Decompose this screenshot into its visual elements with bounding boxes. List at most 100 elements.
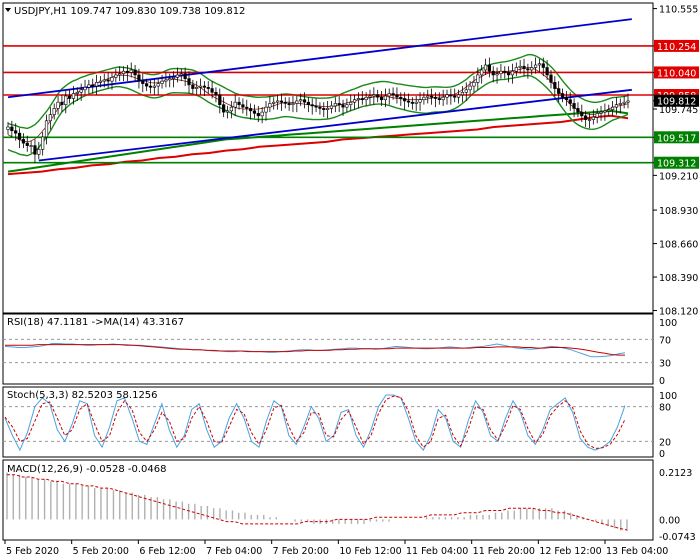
candle-body — [17, 132, 22, 140]
macd-y-tick-label: 0.00 — [659, 515, 680, 526]
candle-body — [572, 103, 576, 109]
candle-body — [399, 96, 403, 99]
candle-body — [279, 100, 284, 103]
candle-body — [603, 110, 607, 113]
candle-body — [295, 100, 299, 104]
candle-body — [33, 145, 37, 155]
x-axis-tick-label: 7 Feb 20:00 — [273, 546, 329, 557]
support-price-badge-label: 109.517 — [657, 133, 696, 144]
candle-body — [383, 95, 387, 101]
candle-body — [287, 103, 291, 105]
price-y-tick-label: 109.210 — [659, 171, 698, 182]
candle-body — [433, 96, 438, 99]
rsi-y-tick-label: 30 — [659, 359, 671, 370]
price-y-tick-label: 110.555 — [659, 5, 698, 16]
price-pane-frame — [2, 2, 654, 314]
candle-body — [191, 84, 195, 89]
candle-body — [360, 98, 364, 101]
candle-body — [214, 91, 218, 96]
macd-y-tick-label: -0.0743 — [659, 532, 696, 543]
candle-body — [580, 111, 584, 117]
candle-body — [198, 85, 203, 88]
x-axis-tick-label: 5 Feb 20:00 — [73, 546, 129, 557]
rsi-y-tick-label: 100 — [659, 318, 677, 329]
candle-body — [245, 106, 249, 109]
candle-body — [52, 108, 56, 115]
candle-body — [426, 95, 430, 98]
candle-body — [587, 119, 592, 121]
candle-body — [133, 69, 137, 76]
rsi-y-tick-label: 0 — [659, 376, 665, 387]
candle-body — [283, 101, 287, 104]
macd-y-tick-label: 0.2123 — [659, 468, 692, 479]
candle-body — [476, 74, 480, 83]
candle-body — [379, 96, 384, 101]
candle-body — [164, 79, 168, 82]
candle-body — [179, 73, 183, 76]
candle-body — [599, 111, 603, 114]
x-axis-tick-label: 13 Feb 04:00 — [606, 546, 668, 557]
stoch-series-line — [4, 394, 626, 452]
candle-body — [260, 111, 264, 117]
blue-trend-line — [38, 88, 632, 162]
candle-body — [272, 101, 276, 104]
macd-pane-frame — [2, 459, 654, 541]
candle-body — [584, 115, 588, 120]
candle-body — [553, 82, 557, 89]
candle-body — [21, 139, 26, 144]
candle-body — [460, 91, 465, 96]
candle-body — [518, 65, 522, 68]
candle-body — [349, 101, 353, 105]
resistance-price-badge — [654, 39, 699, 52]
bollinger-upper-band — [7, 54, 629, 130]
stoch-y-tick-label: 80 — [659, 403, 671, 414]
candle-body — [98, 80, 103, 83]
candle-body — [183, 73, 187, 79]
candle-body — [445, 94, 449, 98]
candle-body — [507, 72, 511, 76]
candle-body — [91, 84, 95, 87]
candle-body — [64, 95, 68, 105]
candle-body — [195, 87, 199, 89]
candle-body — [310, 104, 314, 107]
stoch-y-tick-label: 0 — [659, 449, 665, 460]
macd-title: MACD(12,26,9) -0.0528 -0.0468 — [7, 464, 167, 475]
candle-body — [252, 110, 257, 114]
candle-body — [576, 108, 580, 113]
stoch-title: Stoch(5,3,3) 82.5203 58.1256 — [7, 390, 158, 401]
candle-body — [333, 103, 337, 107]
candle-body — [322, 108, 326, 110]
candle-body — [437, 98, 441, 101]
candle-body — [618, 103, 622, 105]
candle-body — [6, 126, 10, 130]
candle-body — [187, 78, 191, 86]
rsi-title: RSI(18) 47.1181 ->MA(14) 43.3167 — [7, 317, 184, 328]
candle-body — [614, 104, 619, 108]
candle-body — [175, 74, 180, 78]
candle-body — [302, 99, 307, 103]
candle-body — [114, 74, 118, 78]
candle-body — [449, 94, 453, 97]
candle-body — [441, 96, 445, 101]
red-moving-average-line — [7, 114, 629, 176]
candle-body — [110, 77, 114, 82]
resistance-price-badge-label: 110.254 — [657, 42, 696, 53]
candle-body — [160, 80, 164, 84]
candle-body — [487, 64, 491, 72]
candle-body — [218, 94, 222, 105]
candle-body — [299, 99, 303, 102]
candle-body — [168, 78, 172, 81]
macd-signal-line — [7, 474, 628, 531]
candle-body — [233, 101, 237, 108]
price-y-tick-label: 108.120 — [659, 307, 698, 318]
candle-body — [202, 85, 206, 88]
x-axis-tick-label: 11 Feb 04:00 — [406, 546, 468, 557]
current-price-badge — [654, 94, 699, 107]
stoch-y-tick-label: 100 — [659, 391, 677, 402]
candle-body — [241, 104, 245, 108]
candle-body — [341, 104, 345, 108]
candle-body — [318, 106, 322, 109]
price-chart-title: USDJPY,H1 109.747 109.830 109.738 109.81… — [14, 6, 245, 17]
candle-body — [410, 101, 414, 104]
